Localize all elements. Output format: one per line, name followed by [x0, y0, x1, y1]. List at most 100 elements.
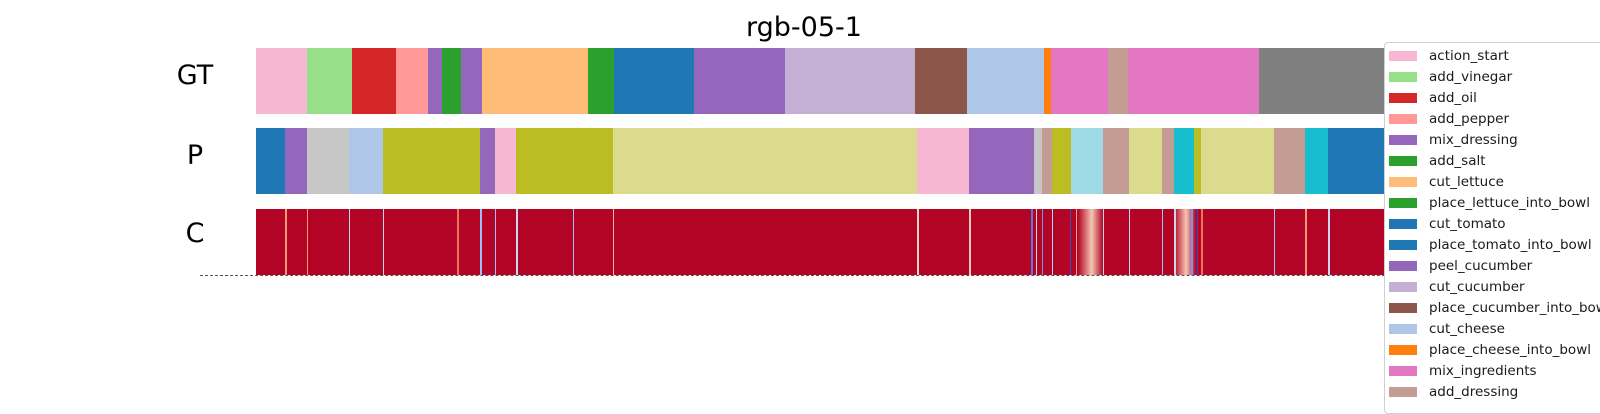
confidence-dip: [1191, 209, 1193, 275]
pred-segment-olive: [382, 128, 481, 194]
legend-label: add_pepper: [1429, 111, 1510, 127]
pred-segment-olive: [516, 128, 614, 194]
legend-item-place-lettuce-into-bowl: place_lettuce_into_bowl: [1385, 193, 1590, 213]
confidence-dip: [572, 209, 575, 275]
legend-item-action-start: action_start: [1385, 46, 1509, 66]
confidence-dip: [1051, 209, 1054, 275]
prediction-band: [256, 128, 1388, 194]
pred-segment-lightgray: [306, 128, 350, 194]
gt-segment-gray: [1258, 48, 1388, 114]
confidence-gradient: [1077, 209, 1103, 275]
legend-item-place-tomato-into-bowl: place_tomato_into_bowl: [1385, 235, 1592, 255]
confidence-dip: [348, 209, 351, 275]
gt-segment-place-cheese-into-bowl: [1043, 48, 1052, 114]
legend-label: add_oil: [1429, 90, 1477, 106]
confidence-dip: [1328, 209, 1330, 275]
gt-segment-add-dressing: [1108, 48, 1129, 114]
pred-segment-add-dressing: [1273, 128, 1306, 194]
legend: action_start add_vinegar add_oil add_pepper…: [1384, 42, 1600, 414]
gt-segment-add-oil: [352, 48, 397, 114]
pred-segment-peel-cucumber: [480, 128, 496, 194]
pred-segment-add-dressing: [1041, 128, 1053, 194]
chart-title: rgb-05-1: [746, 12, 862, 43]
confidence-dip: [457, 209, 459, 275]
legend-swatch: [1389, 240, 1417, 250]
ground-truth-band: [256, 48, 1388, 114]
legend-label: peel_cucumber: [1429, 258, 1533, 274]
legend-item-add-salt: add_salt: [1385, 151, 1486, 171]
gt-segment-peel-cucumber: [694, 48, 786, 114]
legend-label: place_cucumber_into_bowl: [1429, 300, 1600, 316]
confidence-dip: [1305, 209, 1307, 275]
pred-segment-cut-cheese: [348, 128, 384, 194]
confidence-dip: [1161, 209, 1164, 275]
legend-label: cut_cucumber: [1429, 279, 1525, 295]
gt-segment-add-vinegar: [306, 48, 353, 114]
confidence-dip: [382, 209, 385, 275]
confidence-dip: [1035, 209, 1038, 275]
pred-segment-add-dressing: [1102, 128, 1130, 194]
confidence-dip: [1031, 209, 1033, 275]
legend-item-cut-lettuce: cut_lettuce: [1385, 172, 1504, 192]
pred-segment-add-dressing: [1161, 128, 1175, 194]
pred-segment-olive: [1051, 128, 1072, 194]
legend-swatch: [1389, 114, 1417, 124]
legend-label: add_vinegar: [1429, 69, 1513, 85]
confidence-dip: [516, 209, 518, 275]
confidence-dip: [1069, 209, 1072, 275]
confidence-dip: [1075, 209, 1078, 275]
confidence-dip: [494, 209, 497, 275]
gt-segment-cut-lettuce: [482, 48, 589, 114]
confidence-dip: [306, 209, 309, 275]
legend-item-mix-ingredients: mix_ingredients: [1385, 361, 1537, 381]
legend-swatch: [1389, 366, 1417, 376]
legend-swatch: [1389, 282, 1417, 292]
gt-segment-add-pepper: [396, 48, 429, 114]
gt-segment-mix-ingredients: [1127, 48, 1260, 114]
legend-item-add-vinegar: add_vinegar: [1385, 67, 1512, 87]
gt-segment-place-cucumber-into-bowl: [914, 48, 968, 114]
legend-label: place_lettuce_into_bowl: [1429, 195, 1590, 211]
gt-segment-add-salt: [441, 48, 462, 114]
legend-item-cut-tomato: cut_tomato: [1385, 214, 1506, 234]
legend-item-add-pepper: add_pepper: [1385, 109, 1509, 129]
confidence-dip: [1041, 209, 1044, 275]
gt-segment-mix-ingredients: [1050, 48, 1109, 114]
legend-item-place-cheese-into-bowl: place_cheese_into_bowl: [1385, 340, 1591, 360]
legend-swatch: [1389, 51, 1417, 61]
gt-segment-mix-dressing: [460, 48, 483, 114]
gt-segment-place-lettuce-into-bowl: [587, 48, 615, 114]
legend-label: cut_lettuce: [1429, 174, 1504, 190]
legend-label: place_cheese_into_bowl: [1429, 342, 1591, 358]
legend-label: cut_tomato: [1429, 216, 1506, 232]
pred-segment-cut-tomato: [1328, 128, 1388, 194]
gt-segment-mix-dressing: [428, 48, 443, 114]
row-label-p: P: [186, 140, 204, 171]
legend-swatch: [1389, 387, 1417, 397]
legend-item-mix-dressing: mix_dressing: [1385, 130, 1518, 150]
legend-swatch: [1389, 345, 1417, 355]
pred-segment-action-start: [494, 128, 517, 194]
legend-swatch: [1389, 261, 1417, 271]
pred-segment-olive: [1194, 128, 1202, 194]
pred-segment-khaki: [1128, 128, 1163, 194]
legend-label: mix_ingredients: [1429, 363, 1537, 379]
pred-segment-cyan: [1305, 128, 1329, 194]
legend-swatch: [1389, 93, 1417, 103]
confidence-dip: [1273, 209, 1276, 275]
confidence-gradient: [1174, 209, 1196, 275]
confidence-dip: [285, 209, 287, 275]
pred-segment-cyan: [1174, 128, 1196, 194]
legend-item-add-dressing: add_dressing: [1385, 382, 1518, 402]
legend-swatch: [1389, 219, 1417, 229]
legend-label: add_salt: [1429, 153, 1486, 169]
confidence-dip: [612, 209, 615, 275]
pred-segment-peel-cucumber: [285, 128, 308, 194]
confidence-band: [256, 209, 1388, 275]
legend-item-cut-cheese: cut_cheese: [1385, 319, 1505, 339]
gt-segment-cut-tomato: [613, 48, 695, 114]
pred-segment-lightcyan: [1071, 128, 1104, 194]
confidence-dip: [969, 209, 971, 275]
legend-label: place_tomato_into_bowl: [1429, 237, 1592, 253]
legend-label: add_dressing: [1429, 384, 1519, 400]
